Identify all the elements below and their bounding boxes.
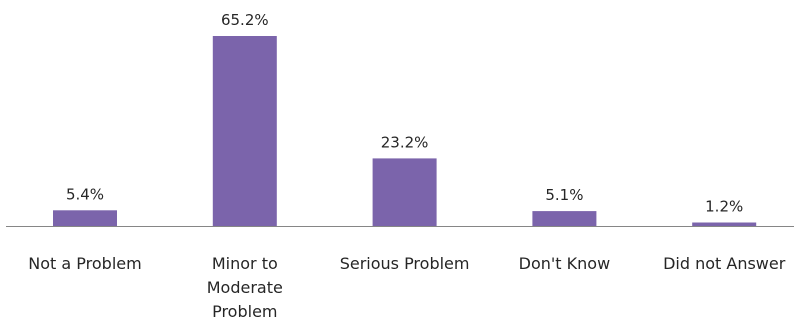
value-label: 1.2% (705, 198, 743, 216)
value-label: 5.4% (66, 185, 104, 203)
bar (53, 210, 117, 226)
category-label: Not a Problem (28, 254, 141, 273)
category-label: Did not Answer (663, 254, 786, 273)
category-label-line: Problem (212, 302, 277, 321)
bars-group (53, 36, 757, 226)
category-label-line: Moderate (207, 278, 283, 297)
value-label: 5.1% (545, 186, 583, 204)
category-label-line: Minor to (212, 254, 278, 273)
bar (372, 158, 437, 226)
category-labels-group: Not a Problem Minor to Moderate Problem Seri… (28, 254, 785, 321)
category-label-line: Serious Problem (340, 254, 470, 273)
category-label: Serious Problem (340, 254, 470, 273)
category-label-line: Don't Know (519, 254, 611, 273)
category-label: Minor to Moderate Problem (207, 254, 283, 321)
value-label: 65.2% (221, 11, 269, 29)
category-label: Don't Know (519, 254, 611, 273)
bar (692, 222, 757, 226)
value-label: 23.2% (381, 133, 429, 151)
category-label-line: Not a Problem (28, 254, 141, 273)
value-labels-group: 5.4% 65.2% 23.2% 5.1% 1.2% (66, 11, 743, 216)
category-label-line: Did not Answer (663, 254, 786, 273)
bar (212, 36, 277, 226)
bar (532, 211, 597, 226)
